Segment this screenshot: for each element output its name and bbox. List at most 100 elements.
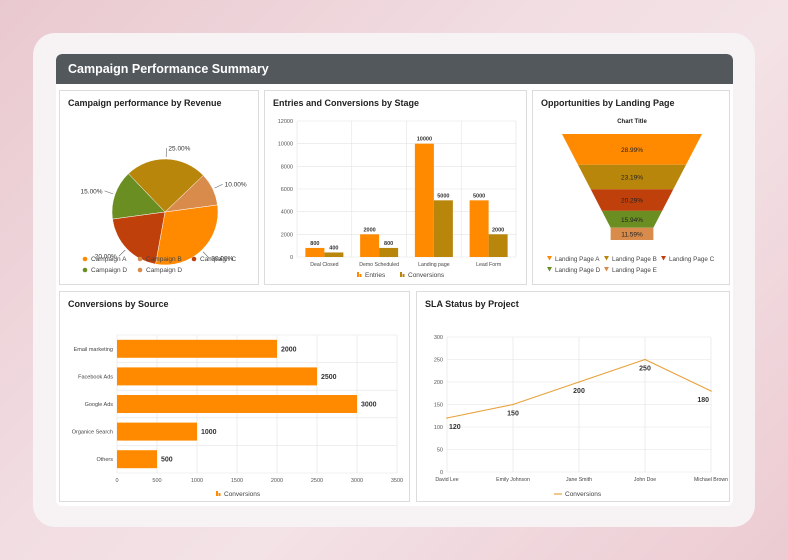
data-point (644, 358, 646, 361)
pie-leader-line (202, 251, 210, 259)
legend-marker (604, 256, 609, 261)
bar-data-label: 2000 (492, 227, 504, 233)
pie-data-label: 15.00% (81, 188, 103, 195)
x-tick-label: Deal Closed (310, 262, 338, 268)
bar (117, 367, 317, 386)
legend-label: Campaign D (146, 267, 182, 274)
legend-label: Landing Page C (669, 256, 715, 263)
card-stages: Entries and Conversions by Stage 0 2000 40… (264, 90, 527, 285)
card-revenue: Campaign performance by Revenue 30.00% 10… (59, 90, 259, 285)
bar (488, 234, 508, 257)
bar-data-label: 2000 (281, 346, 297, 353)
data-point (578, 381, 580, 383)
legend-label: Landing Page D (555, 267, 601, 274)
x-tick-label: Michael Brown (694, 477, 728, 483)
y-tick-label: Others (96, 457, 113, 463)
point-data-label: 180 (697, 397, 709, 404)
point-data-label: 120 (449, 424, 461, 431)
funnel-data-label: 15.94% (621, 217, 643, 224)
bar (469, 200, 489, 257)
y-tick-label: 0 (290, 255, 293, 261)
point-data-label: 250 (639, 366, 651, 373)
bar-data-label: 800 (310, 241, 319, 247)
pie-slice (155, 204, 219, 266)
x-tick-label: 1000 (191, 478, 203, 484)
dashboard-header: Campaign Performance Summary (56, 54, 733, 84)
y-tick-label: 10000 (278, 142, 293, 148)
y-tick-label: 50 (437, 448, 443, 454)
point-data-label: 200 (573, 388, 585, 395)
bar-data-label: 500 (161, 457, 173, 464)
legend-marker (661, 256, 666, 261)
bar-data-label: 2500 (321, 374, 337, 381)
legend-marker (218, 493, 221, 496)
legend-label: Conversions (408, 272, 445, 279)
x-tick-label: 3000 (351, 478, 363, 484)
pie-data-label: 20.00% (95, 254, 117, 261)
data-point (512, 403, 514, 406)
legend-label: Campaign C (200, 256, 236, 263)
legend-label: Landing Page B (612, 256, 657, 263)
dashboard-title: Campaign Performance Summary (68, 62, 269, 76)
pie-leader-line (118, 249, 126, 257)
legend-label: Entries (365, 272, 386, 279)
x-tick-label: 3500 (391, 478, 403, 484)
funnel-stage (601, 210, 663, 228)
bar (305, 247, 325, 257)
funnel-data-label: 28.99% (621, 147, 643, 154)
card-title-revenue: Campaign performance by Revenue (68, 98, 222, 108)
bar (414, 143, 434, 257)
legend-marker (402, 274, 405, 277)
legend-label: Conversions (224, 491, 261, 498)
pie-leader-line (104, 190, 114, 195)
stages-bar-chart: 0 2000 4000 6000 8000 10000 12000 800 400 Deal Cl… (278, 119, 517, 279)
bar-data-label: 3000 (361, 402, 377, 409)
legend-marker (547, 267, 552, 272)
card-source: Conversions by Source 0 500 1000 1500 2000 25… (59, 291, 410, 502)
bar-data-label: 5000 (437, 193, 449, 199)
y-tick-label: Facebook Ads (78, 374, 113, 380)
legend-marker (82, 256, 88, 262)
bar-data-label: 1000 (201, 429, 217, 436)
legend-label: Campaign B (146, 256, 182, 263)
pie-slice (128, 158, 204, 213)
card-title-landing: Opportunities by Landing Page (541, 98, 675, 108)
legend-marker (604, 267, 609, 272)
x-tick-label: David Lee (435, 477, 458, 483)
bar (117, 339, 277, 358)
legend-marker (191, 256, 197, 262)
bar (117, 422, 197, 441)
bar-data-label: 2000 (364, 227, 376, 233)
pie-leader-line (214, 183, 223, 189)
y-tick-label: 6000 (281, 187, 293, 193)
landing-funnel-chart: Chart Title 28.99% 23.19% 20.29% 15.94% 11.59… (547, 119, 715, 274)
legend-marker (216, 491, 218, 496)
funnel-data-label: 23.19% (621, 175, 643, 182)
pie-slice (111, 173, 166, 220)
x-tick-label: Jane Smith (566, 477, 592, 483)
legend-label: Campaign A (91, 256, 127, 263)
legend-marker (359, 274, 362, 277)
funnel-stage (590, 189, 674, 211)
y-tick-label: 12000 (278, 119, 293, 125)
x-tick-label: Landing page (418, 262, 450, 268)
pie-slice (112, 211, 166, 265)
x-tick-label: 2500 (311, 478, 323, 484)
bar (117, 450, 157, 469)
bar-data-label: 5000 (473, 193, 485, 199)
card-title-source: Conversions by Source (68, 299, 169, 309)
funnel-data-label: 20.29% (621, 198, 643, 205)
funnel-stage (610, 227, 654, 240)
y-tick-label: 200 (434, 380, 443, 386)
y-tick-label: Organice Search (72, 430, 113, 436)
x-tick-label: Lead Form (476, 262, 501, 268)
legend-marker (357, 272, 359, 277)
sla-line-chart: 0 50 100 150 200 250 300 David Lee Emily Johnson… (434, 335, 728, 498)
y-tick-label: 100 (434, 425, 443, 431)
y-tick-label: Google Ads (85, 402, 114, 408)
bar (433, 200, 453, 257)
legend-label: Campaign D (91, 267, 127, 274)
bar-data-label: 10000 (417, 137, 432, 143)
y-tick-label: 0 (440, 470, 443, 476)
bar (117, 395, 357, 413)
